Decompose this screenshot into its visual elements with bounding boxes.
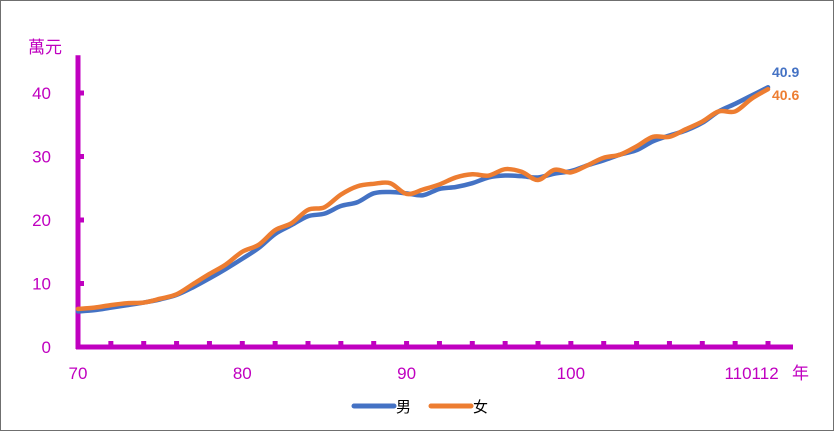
x-tick-mark [174, 341, 180, 347]
x-tick-mark [141, 341, 147, 347]
y-tick-mark [78, 281, 84, 286]
x-tick-mark [601, 341, 607, 347]
x-tick-mark [666, 341, 672, 347]
x-tick-mark [108, 341, 114, 347]
x-tick-mark [371, 341, 377, 347]
x-tick-label: 90 [397, 364, 416, 383]
x-tick-mark [75, 341, 81, 347]
x-tick-mark [535, 341, 541, 347]
x-tick-mark [305, 341, 311, 347]
y-tick-label: 30 [32, 148, 51, 167]
series-line-female [75, 86, 771, 312]
x-tick-label: 70 [69, 364, 88, 383]
x-tick-mark [404, 341, 410, 347]
y-axis-unit-label: 萬元 [28, 38, 62, 57]
x-tick-mark [765, 341, 771, 347]
end-value-label-female: 40.6 [772, 87, 799, 103]
legend-label-male: 男 [396, 398, 411, 416]
y-tick-mark [78, 217, 84, 223]
x-tick-mark [338, 341, 344, 347]
x-tick-mark [568, 341, 574, 347]
x-tick-mark [502, 341, 508, 347]
x-tick-mark [732, 341, 738, 347]
y-tick-mark [78, 90, 84, 96]
x-tick-label: 110112 [724, 364, 778, 383]
series-line-male [75, 85, 771, 314]
axes: 0 10 20 30 40 70 80 90 100 110112 [32, 55, 793, 383]
legend: 男 女 [351, 398, 488, 416]
y-tick-mark [78, 154, 84, 159]
x-tick-mark [436, 341, 442, 347]
x-axis-unit-label: 年 [792, 364, 809, 383]
y-tick-label: 0 [42, 338, 51, 357]
legend-label-female: 女 [473, 398, 488, 416]
end-value-label-male: 40.9 [772, 64, 799, 80]
x-tick-label: 80 [233, 364, 252, 383]
series-lines: 40.9 40.6 [75, 64, 799, 314]
x-tick-mark [699, 341, 705, 347]
y-tick-mark [78, 344, 84, 350]
x-tick-label: 100 [557, 364, 585, 383]
x-tick-mark [272, 341, 278, 347]
y-tick-label: 40 [32, 84, 51, 103]
x-tick-mark [206, 341, 212, 347]
y-tick-label: 10 [32, 275, 51, 294]
x-tick-mark [634, 341, 640, 347]
x-tick-mark [469, 341, 475, 347]
y-tick-label: 20 [32, 211, 51, 230]
x-tick-mark [239, 341, 245, 347]
